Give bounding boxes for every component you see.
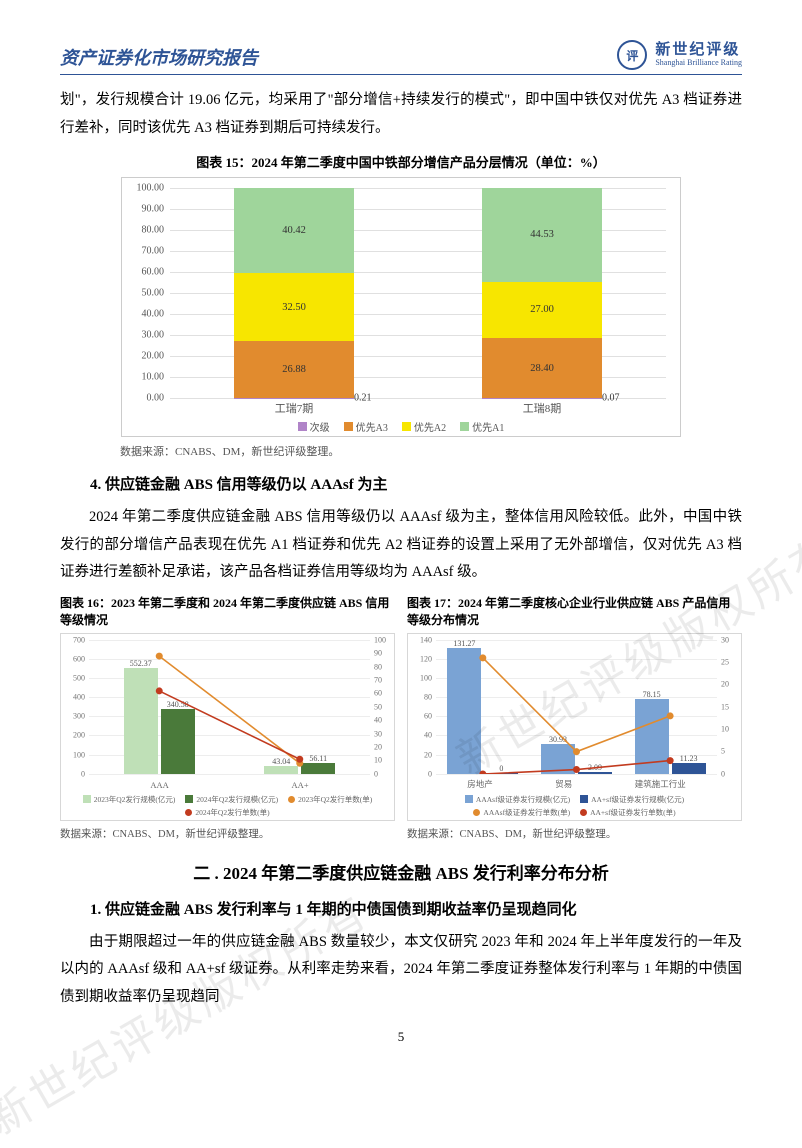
- section-4-heading: 4. 供应链金融 ABS 信用等级仍以 AAAsf 为主: [60, 473, 742, 494]
- brand-name-en: Shanghai Brilliance Rating: [655, 59, 742, 68]
- brand-name-cn: 新世纪评级: [655, 42, 742, 59]
- chart15-source: 数据来源：CNABS、DM，新世纪评级整理。: [120, 443, 742, 459]
- section-2-1-heading: 1. 供应链金融 ABS 发行利率与 1 年期的中债国债到期收益率仍呈现趋同化: [60, 898, 742, 919]
- small-charts-row: 图表 16：2023 年第二季度和 2024 年第二季度供应链 ABS 信用等级…: [60, 595, 742, 841]
- intro-paragraph: 划"，发行规模合计 19.06 亿元，均采用了"部分增信+持续发行的模式"，即中…: [60, 87, 742, 142]
- section-2-heading: 二 . 2024 年第二季度供应链金融 ABS 发行利率分布分析: [60, 859, 742, 884]
- section-4-paragraph: 2024 年第二季度供应链金融 ABS 信用等级仍以 AAAsf 级为主，整体信…: [60, 504, 742, 587]
- chart15: 0.0010.0020.0030.0040.0050.0060.0070.008…: [121, 177, 681, 437]
- chart16-title: 图表 16：2023 年第二季度和 2024 年第二季度供应链 ABS 信用等级…: [60, 595, 395, 629]
- chart17-source: 数据来源：CNABS、DM，新世纪评级整理。: [407, 826, 742, 841]
- chart15-title: 图表 15：2024 年第二季度中国中铁部分增信产品分层情况（单位：%）: [60, 152, 742, 171]
- chart17-title: 图表 17：2024 年第二季度核心企业行业供应链 ABS 产品信用等级分布情况: [407, 595, 742, 629]
- page-number: 5: [60, 1029, 742, 1045]
- chart16: 图表 16：2023 年第二季度和 2024 年第二季度供应链 ABS 信用等级…: [60, 595, 395, 841]
- header-title: 资产证券化市场研究报告: [60, 44, 258, 70]
- section-2-1-paragraph: 由于期限超过一年的供应链金融 ABS 数量较少，本文仅研究 2023 年和 20…: [60, 929, 742, 1012]
- page-header: 资产证券化市场研究报告 评 新世纪评级 Shanghai Brilliance …: [60, 40, 742, 75]
- header-brand: 评 新世纪评级 Shanghai Brilliance Rating: [617, 40, 742, 70]
- chart17: 图表 17：2024 年第二季度核心企业行业供应链 ABS 产品信用等级分布情况…: [407, 595, 742, 841]
- chart16-source: 数据来源：CNABS、DM，新世纪评级整理。: [60, 826, 395, 841]
- brand-logo-icon: 评: [617, 40, 647, 70]
